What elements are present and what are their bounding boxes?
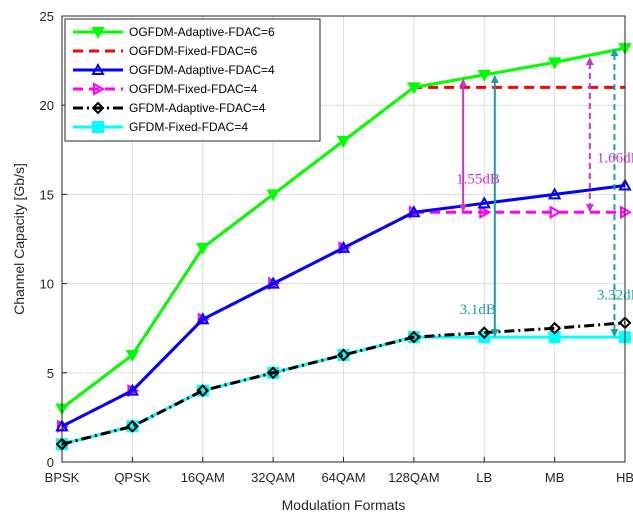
gap-arrow-head [459,204,468,213]
legend-marker [91,101,105,115]
gap-arrow [610,48,619,338]
series-line [61,321,626,446]
gap-annotation: 1.55dB [456,172,500,188]
gap-arrow [459,78,468,213]
legend-entry: OGFDM-Adaptive-FDAC=6 [73,25,275,40]
data-point [407,330,421,344]
data-point [477,69,491,82]
legend-entry: GFDM-Adaptive-FDAC=4 [73,101,266,115]
gap-arrow-head [610,329,619,338]
data-point [266,189,280,202]
gap-annotation: 3.1dB [460,302,496,318]
legend-label: OGFDM-Fixed-FDAC=6 [129,44,258,58]
data-point [477,326,491,340]
gap-annotation: 1.66dB [597,150,633,166]
data-point [548,321,562,335]
legend-marker [93,82,106,96]
gap-arrow-head [490,74,499,83]
gap-arrow-head [610,48,619,57]
data-point [547,187,562,200]
data-point [336,240,351,253]
data-point [125,349,140,363]
gap-arrow-head [459,78,468,87]
data-point [196,242,210,255]
legend: OGFDM-Adaptive-FDAC=6 OGFDM-Fixed-FDAC=6 O… [64,18,321,142]
x-tick-label: HB [616,470,633,485]
y-axis-label: Channel Capacity [Gb/s] [11,163,27,315]
data-point [336,135,351,148]
series-ogfdm-adaptive-fdac-6 [55,43,632,416]
x-tick-label: BPSK [45,470,80,485]
legend-box [64,18,321,142]
gap-arrows [459,48,619,338]
legend-label: OGFDM-Fixed-FDAC=4 [129,82,258,96]
x-tick-label: LB [476,470,492,485]
x-tick-label: 16QAM [181,470,225,485]
series-line [61,183,626,428]
data-point [125,419,139,433]
gap-arrow-head [585,204,594,213]
series-ogfdm-adaptive-fdac-4 [55,178,632,432]
legend-entry: OGFDM-Adaptive-FDAC=4 [73,62,275,77]
y-tick-label: 0 [47,455,54,470]
legend-label: GFDM-Fixed-FDAC=4 [129,120,248,134]
y-tick-label: 10 [40,277,54,292]
gap-arrow-head [490,329,499,338]
data-point [407,82,421,95]
gap-arrow [490,74,499,338]
y-tick-label: 25 [40,9,54,24]
data-point [266,276,280,289]
y-tick-label: 20 [40,98,54,113]
x-tick-label: MB [545,470,565,485]
legend-label: GFDM-Adaptive-FDAC=4 [129,101,266,115]
legend-label: OGFDM-Adaptive-FDAC=6 [129,25,275,39]
x-tick-label: 32QAM [251,470,295,485]
legend-entry: GFDM-Fixed-FDAC=4 [73,120,248,134]
data-point [125,383,140,396]
gap-arrow-head [585,57,594,66]
data-point [196,312,210,325]
data-point [479,205,492,219]
data-point [477,196,491,209]
y-tick-label: 5 [47,366,54,381]
x-tick-label: QPSK [114,470,150,485]
legend-label: OGFDM-Adaptive-FDAC=4 [129,63,275,77]
axes: BPSK QPSK 16QAM 32QAM 64QAM 128QAM LB MB HB 0 5 10 1… [40,9,633,485]
series-layer [55,43,633,451]
data-point [196,384,210,398]
x-axis-label: Modulation Formats [282,497,406,513]
legend-entry: OGFDM-Fixed-FDAC=4 [73,82,258,96]
legend-marker [91,62,105,75]
data-point [547,57,562,70]
data-point [549,205,562,219]
legend-marker [92,121,104,133]
y-tick-label: 15 [40,187,54,202]
x-tick-label: 128QAM [388,470,439,485]
legend-marker [91,27,105,40]
gap-arrow [585,57,594,213]
legend-entry: OGFDM-Fixed-FDAC=6 [73,44,258,58]
x-tick-label: 64QAM [321,470,365,485]
data-point [266,366,280,380]
data-point [337,348,350,362]
data-point [407,205,421,218]
